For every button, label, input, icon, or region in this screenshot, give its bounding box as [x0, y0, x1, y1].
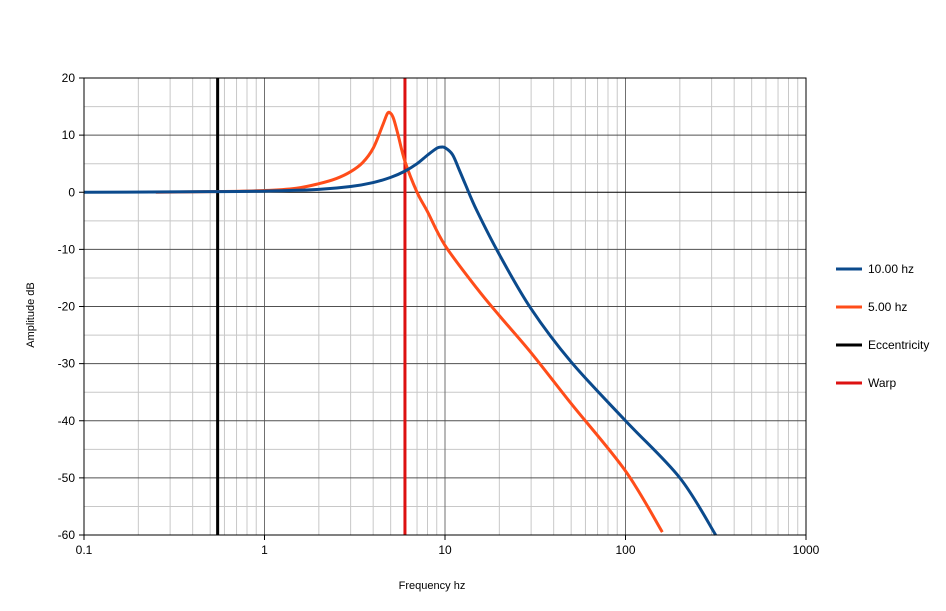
- legend: 10.00 hz 5.00 hz Eccentricity Warp: [836, 262, 929, 390]
- series-layer: [83, 78, 717, 536]
- x-axis-ticks: 0.1 1 10 100 1000: [76, 535, 820, 557]
- y-tick-label: 20: [62, 71, 76, 85]
- y-tick-label: -10: [58, 242, 76, 256]
- y-tick-label: -40: [58, 414, 76, 428]
- legend-label-warp: Warp: [868, 376, 897, 390]
- legend-label-10-00-hz: 10.00 hz: [868, 262, 914, 276]
- x-axis-label: Frequency hz: [399, 580, 466, 592]
- x-tick-label: 0.1: [76, 543, 93, 557]
- y-axis-label: Amplitude dB: [25, 282, 37, 347]
- legend-label-5-00-hz: 5.00 hz: [868, 300, 907, 314]
- legend-label-eccentricity: Eccentricity: [868, 338, 929, 352]
- y-tick-label: -60: [58, 528, 76, 542]
- y-tick-label: 0: [68, 185, 75, 199]
- x-tick-label: 100: [615, 543, 635, 557]
- y-axis-ticks: 20 10 0 -10 -20 -30 -40 -50 -60: [58, 71, 84, 542]
- y-tick-label: -50: [58, 471, 76, 485]
- x-tick-label: 1000: [793, 543, 820, 557]
- y-tick-label: 10: [62, 128, 76, 142]
- y-tick-label: -30: [58, 357, 76, 371]
- x-tick-label: 1: [261, 543, 268, 557]
- x-tick-label: 10: [438, 543, 452, 557]
- y-tick-label: -20: [58, 300, 76, 314]
- series-5-00-hz-line: [155, 110, 664, 533]
- series-10-00-hz-line: [83, 145, 717, 536]
